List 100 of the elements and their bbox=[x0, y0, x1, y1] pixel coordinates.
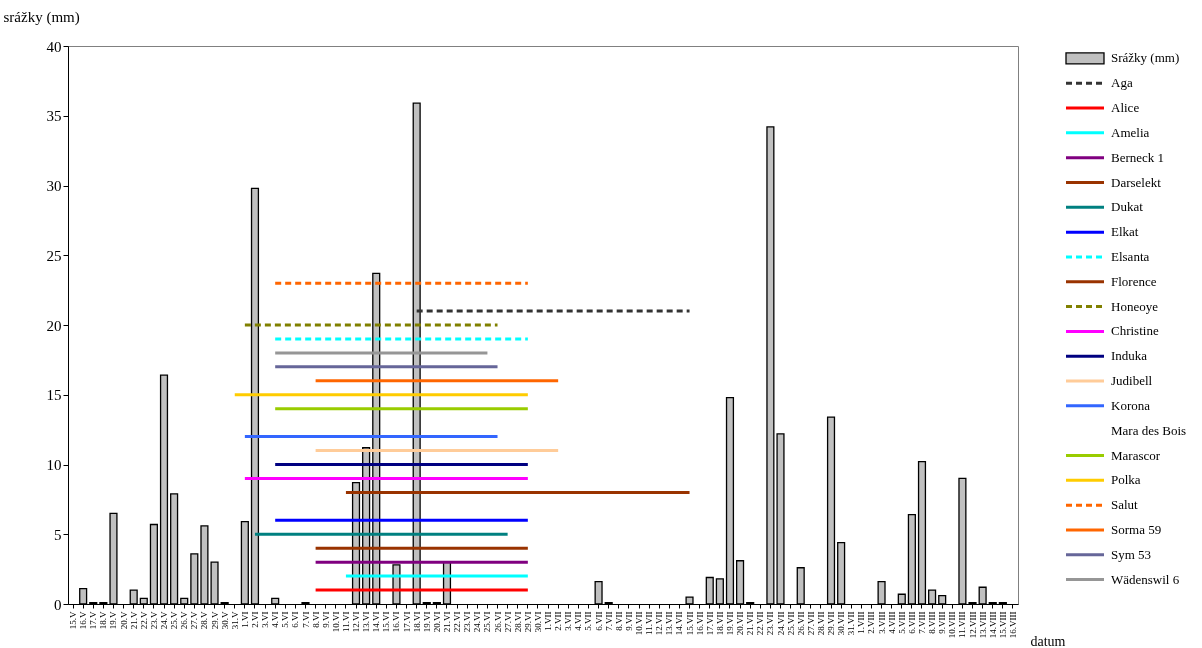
x-tick-label: 17.V bbox=[88, 611, 99, 630]
x-tick-label: 21.VI bbox=[441, 611, 452, 633]
x-tick-label: 27.V bbox=[189, 611, 200, 630]
x-tick-label: 30.VII bbox=[836, 611, 847, 636]
legend-label: Srážky (mm) bbox=[1111, 50, 1180, 66]
legend-label: Induka bbox=[1111, 348, 1148, 364]
x-tick-label: 28.V bbox=[199, 611, 210, 630]
x-tick-label: 31.V bbox=[229, 611, 240, 630]
x-tick-label: 5.VI bbox=[280, 611, 291, 628]
x-axis-title: datum bbox=[1030, 633, 1066, 648]
x-tick-label: 16.V bbox=[78, 611, 89, 630]
x-tick-label: 31.VII bbox=[846, 611, 857, 636]
x-tick-label: 2.VI bbox=[249, 611, 260, 628]
legend-label: Florence bbox=[1111, 273, 1157, 289]
x-tick-label: 18.V bbox=[98, 611, 109, 630]
x-tick-label: 22.V bbox=[138, 611, 149, 630]
x-tick-label: 22.VI bbox=[452, 611, 463, 633]
y-tick-label: 40 bbox=[46, 38, 62, 55]
x-tick-label: 16.VII bbox=[694, 611, 705, 636]
x-tick-label: 16.VI bbox=[391, 611, 402, 633]
x-tick-label: 9.VIII bbox=[937, 611, 948, 634]
x-tick-label: 5.VII bbox=[583, 611, 594, 631]
x-tick-label: 26.V bbox=[179, 611, 190, 630]
x-tick-label: 27.VI bbox=[502, 611, 513, 633]
y-tick-label: 20 bbox=[46, 317, 62, 334]
x-tick-label: 19.V bbox=[108, 611, 119, 630]
legend-label: Alice bbox=[1111, 100, 1140, 116]
x-tick-label: 5.VIII bbox=[896, 611, 907, 634]
x-tick-label: 15.V bbox=[68, 611, 79, 630]
legend-label: Salut bbox=[1111, 497, 1139, 513]
x-tick-label: 4.VII bbox=[573, 611, 584, 631]
x-tick-label: 4.VIII bbox=[886, 611, 897, 634]
x-tick-label: 3.VIII bbox=[876, 611, 887, 634]
x-tick-label: 13.VIII bbox=[977, 611, 988, 639]
x-tick-label: 24.VI bbox=[472, 611, 483, 633]
x-tick-label: 26.VI bbox=[492, 611, 503, 633]
legend-label: Marascor bbox=[1111, 447, 1161, 463]
y-tick-label: 35 bbox=[46, 108, 62, 125]
x-tick-label: 27.VII bbox=[805, 611, 816, 636]
x-tick-label: 17.VII bbox=[704, 611, 715, 636]
x-tick-label: 2.VII bbox=[553, 611, 564, 631]
text: Mara des Bois bbox=[1111, 422, 1187, 438]
x-tick-label: 3.VI bbox=[260, 611, 271, 628]
x-tick-label: 29.VI bbox=[522, 611, 533, 633]
x-tick-label: 11.VI bbox=[340, 611, 351, 632]
x-tick-label: 8.VI bbox=[310, 611, 321, 628]
x-tick-label: 20.VII bbox=[735, 611, 746, 636]
x-tick-label: 7.VIII bbox=[916, 611, 927, 634]
x-tick-label: 18.VII bbox=[714, 611, 725, 636]
x-tick-label: 10.VI bbox=[330, 611, 341, 633]
y-tick-label: 25 bbox=[46, 247, 62, 264]
x-tick-label: 10.VII bbox=[634, 611, 645, 636]
x-tick-label: 1.VIII bbox=[856, 611, 867, 634]
x-tick-label: 12.VIII bbox=[967, 611, 978, 639]
x-tick-label: 13.VI bbox=[361, 611, 372, 633]
x-tick-label: 11.VIII bbox=[957, 611, 968, 638]
legend-label: Dukat bbox=[1111, 199, 1144, 215]
y-tick-label: 5 bbox=[54, 526, 62, 543]
legend-label: Darselekt bbox=[1111, 174, 1162, 190]
x-tick-label: 28.VII bbox=[815, 611, 826, 636]
x-tick-label: 7.VI bbox=[300, 611, 311, 628]
x-tick-label: 7.VII bbox=[603, 611, 614, 631]
x-tick-label: 26.VII bbox=[795, 611, 806, 636]
legend-label: Polka bbox=[1111, 472, 1141, 488]
x-tick-label: 12.VII bbox=[654, 611, 665, 636]
x-tick-label: 17.VI bbox=[401, 611, 412, 633]
legend-label: Berneck 1 bbox=[1111, 149, 1165, 165]
x-tick-label: 15.VI bbox=[381, 611, 392, 633]
x-tick-label: 23.VII bbox=[765, 611, 776, 636]
legend-label: Elkat bbox=[1111, 224, 1139, 240]
x-tick-label: 21.VII bbox=[745, 611, 756, 636]
y-tick-label: 30 bbox=[46, 178, 62, 194]
x-tick-label: 15.VII bbox=[684, 611, 695, 636]
x-tick-label: 8.VIII bbox=[927, 611, 938, 634]
legend-label: Christine bbox=[1111, 323, 1159, 339]
x-tick-label: 15.VIII bbox=[997, 611, 1008, 639]
x-tick-label: 25.V bbox=[169, 611, 180, 630]
legend-label: Amelia bbox=[1111, 124, 1150, 140]
x-tick-label: 23.VI bbox=[462, 611, 473, 633]
x-tick-label: 19.VI bbox=[421, 611, 432, 633]
x-tick-label: 1.VII bbox=[543, 611, 554, 631]
x-tick-label: 25.VI bbox=[482, 611, 493, 633]
x-tick-label: 20.VI bbox=[431, 611, 442, 633]
x-tick-label: 12.VI bbox=[351, 611, 362, 633]
x-tick-label: 14.VII bbox=[674, 611, 685, 636]
legend-label: Korona bbox=[1111, 397, 1151, 413]
x-tick-label: 29.V bbox=[209, 611, 220, 630]
x-tick-label: 6.VIII bbox=[906, 611, 917, 634]
x-tick-label: 18.VI bbox=[411, 611, 422, 633]
x-tick-label: 9.VI bbox=[320, 611, 331, 628]
y-tick-label: 15 bbox=[46, 387, 62, 404]
legend-label: Aga bbox=[1111, 75, 1133, 91]
x-tick-label: 9.VII bbox=[623, 611, 634, 631]
y-tick-label: 0 bbox=[54, 596, 62, 613]
x-tick-label: 24.V bbox=[159, 611, 170, 630]
x-tick-label: 16.VIII bbox=[1007, 611, 1018, 639]
legend-label: Wädenswil 6 bbox=[1111, 571, 1180, 587]
x-tick-label: 24.VII bbox=[775, 611, 786, 636]
x-tick-label: 8.VII bbox=[613, 611, 624, 631]
x-tick-label: 4.VI bbox=[270, 611, 281, 628]
